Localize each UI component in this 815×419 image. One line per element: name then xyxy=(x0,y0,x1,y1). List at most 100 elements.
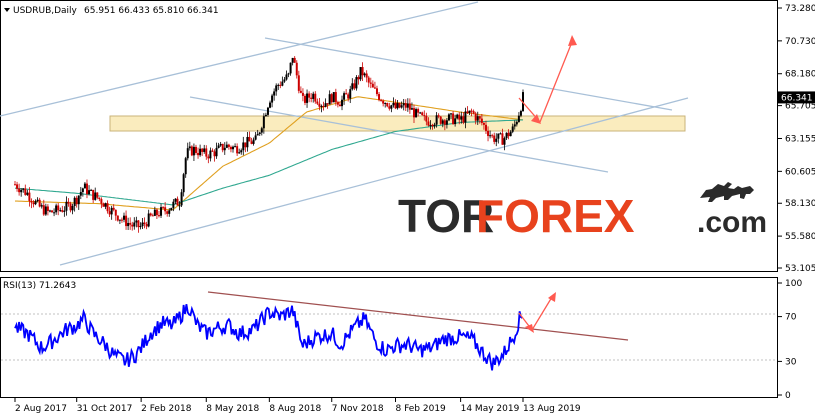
candle-body xyxy=(129,222,132,225)
candle-body xyxy=(65,201,68,211)
candle-body xyxy=(14,184,16,186)
candle-body xyxy=(248,136,251,142)
candle-body xyxy=(40,205,43,207)
price-tick-label: 53.105 xyxy=(785,264,815,274)
logo-com-text: .com xyxy=(697,206,767,239)
candle-body xyxy=(297,75,300,91)
candle-body xyxy=(227,144,230,147)
date-axis: 2 Aug 2017 31 Oct 2017 2 Feb 2018 8 May 201… xyxy=(14,398,581,414)
candle-body xyxy=(466,111,469,113)
candle-body xyxy=(287,73,290,75)
candle-body xyxy=(48,210,51,212)
candle-body xyxy=(462,116,465,123)
candle-body xyxy=(79,192,82,196)
bull-bear-icon xyxy=(700,182,754,202)
candle-body xyxy=(155,209,158,216)
candle-body xyxy=(303,95,306,103)
candle-body xyxy=(456,114,459,119)
candle-body xyxy=(301,92,304,96)
candle-body xyxy=(464,111,467,123)
candle-body xyxy=(73,197,76,206)
candle-body xyxy=(180,192,183,206)
candle-body xyxy=(215,147,218,157)
candle-body xyxy=(501,133,504,145)
candle-body xyxy=(445,120,448,125)
rsi-panel xyxy=(0,277,778,398)
candle-body xyxy=(495,138,498,142)
candle-body xyxy=(279,84,282,86)
candle-body xyxy=(110,207,113,215)
candle-body xyxy=(452,113,455,125)
candle-body xyxy=(172,201,175,208)
date-tick-label: 8 Feb 2019 xyxy=(395,404,446,414)
forecast-arrowhead-mid xyxy=(531,114,541,124)
candle-body xyxy=(252,139,255,144)
candle-body xyxy=(186,148,189,159)
rsi-tick-label: 0 xyxy=(785,391,791,401)
candle-body xyxy=(400,105,403,108)
candle-body xyxy=(264,114,267,117)
candle-body xyxy=(106,203,109,212)
candle-body xyxy=(295,62,298,76)
candle-body xyxy=(450,113,453,115)
price-tick-label: 55.580 xyxy=(785,232,815,242)
candle-body xyxy=(482,122,485,125)
candle-body xyxy=(310,97,313,99)
symbol-dropdown-icon[interactable] xyxy=(4,8,10,12)
candle-body xyxy=(326,103,329,105)
candle-body xyxy=(44,206,47,215)
candle-body xyxy=(135,220,138,223)
candle-body xyxy=(69,203,72,211)
candle-body xyxy=(419,112,422,114)
candle-body xyxy=(515,121,518,125)
candle-body xyxy=(151,215,154,217)
candle-body xyxy=(246,136,249,148)
candle-body xyxy=(18,188,21,193)
candle-body xyxy=(281,81,284,86)
candle-body xyxy=(71,205,74,211)
candle-body xyxy=(256,134,259,136)
candle-body xyxy=(493,135,496,142)
candle-body xyxy=(398,103,401,108)
rsi-series-line xyxy=(14,304,523,371)
candle-body xyxy=(199,148,202,156)
candle-body xyxy=(517,115,520,122)
candle-body xyxy=(149,213,152,216)
falling-channel-lower-line xyxy=(189,96,609,173)
rsi-axis: 100 70 30 0 xyxy=(778,279,802,401)
candle-body xyxy=(351,83,354,90)
ma-fast-line xyxy=(15,96,524,211)
candle-body xyxy=(382,100,385,104)
candles xyxy=(14,56,524,233)
candle-body xyxy=(431,124,434,127)
candle-body xyxy=(489,135,492,137)
candle-body xyxy=(386,102,389,107)
forecast-arrow-rsi xyxy=(518,292,556,333)
candle-body xyxy=(460,116,463,120)
resistance-zone xyxy=(109,115,686,132)
symbol-label: USDRUB,Daily xyxy=(13,6,78,16)
candle-body xyxy=(417,109,420,113)
candle-body xyxy=(507,132,510,137)
candle-body xyxy=(236,146,239,154)
candle-body xyxy=(108,211,111,215)
candle-body xyxy=(332,92,335,103)
candle-body xyxy=(194,146,197,153)
candle-body xyxy=(178,205,181,207)
candle-body xyxy=(123,215,126,220)
candle-body xyxy=(90,189,93,191)
candle-body xyxy=(283,79,286,82)
candle-body xyxy=(176,198,179,206)
candle-body xyxy=(137,220,140,228)
candle-body xyxy=(277,84,280,86)
candle-body xyxy=(133,222,136,227)
candle-body xyxy=(367,77,370,83)
candle-body xyxy=(22,188,25,190)
candle-body xyxy=(285,74,288,80)
candle-body xyxy=(225,144,228,148)
candle-body xyxy=(211,150,214,152)
candle-body xyxy=(114,209,117,216)
candle-body xyxy=(254,135,257,140)
channel-lower-line xyxy=(59,97,689,266)
candle-body xyxy=(147,213,150,227)
